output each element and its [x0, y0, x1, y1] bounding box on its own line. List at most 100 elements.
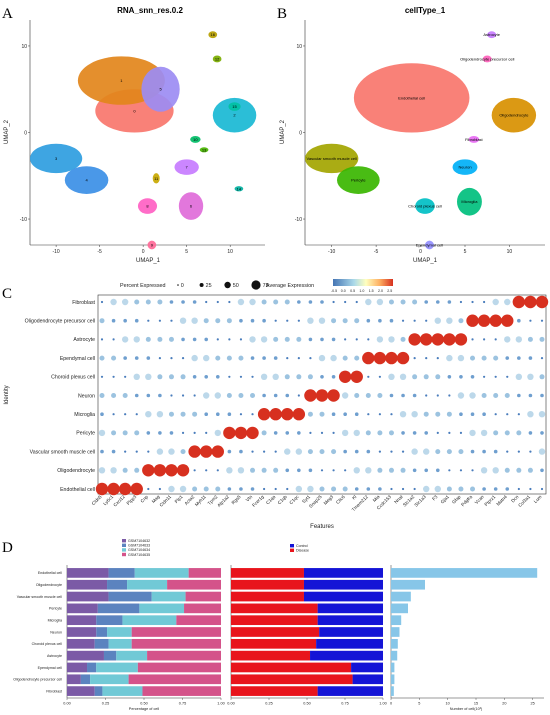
dot-neuron-atp1a2 [226, 393, 232, 398]
color-legend-tick: 1.0 [359, 289, 364, 293]
dot-fibroblast-c1qa [273, 299, 279, 305]
bar-oligodendrocyte-gsm7104635 [167, 579, 221, 590]
bar-ependymal-cell-gsm7104632 [67, 662, 88, 673]
dot-astrocyte-vcan [483, 338, 486, 341]
umap-b-xlabel: UMAP_1 [413, 258, 438, 264]
dot-oligodendrocyte-atp1a2 [226, 467, 233, 474]
bar-pericyte-gsm7104633 [97, 603, 140, 614]
bar-oligodendrocyte-control [303, 579, 383, 590]
count-bar-microglia [391, 615, 402, 626]
dot-oligodendrocyte-precursor-cell-plpp3 [134, 318, 139, 323]
cluster-label-6: 6 [190, 204, 193, 209]
dot-microglia-rgs5 [239, 413, 243, 416]
dot-fibroblast-vtn [249, 298, 256, 306]
dot-oligodendrocyte-vtn [250, 467, 256, 473]
dot-neuron-ptprz1 [493, 393, 499, 398]
dot-neuron-cldn5 [99, 393, 105, 398]
sample-stacked-bars: 0.00 0.25 0.50 0.75 1.00 [63, 565, 225, 706]
bar-ependymal-cell-gsm7104635 [137, 662, 221, 673]
dot-ependymal-cell-snap25 [318, 354, 326, 362]
dot-ependymal-cell-clic6 [342, 355, 348, 361]
dot-vascular-smooth-muscle-cell-c1qc [295, 448, 303, 455]
bar-astrocyte-gsm7104634 [116, 650, 148, 661]
cluster-label-13: 13 [202, 147, 207, 152]
cluster-label-oligodendrocyte: Oligodendrocyte [499, 113, 529, 118]
dot-astrocyte-dcn [515, 336, 523, 343]
sample-bars-xlabel: Percentage of cell [129, 707, 160, 711]
dot-neuron-slc1a2 [412, 393, 417, 398]
dot-pericyte-atp1a2 [223, 426, 236, 440]
dot-fibroblast-slc1a3 [424, 300, 429, 304]
dot-endothelial-cell-kl [354, 487, 359, 491]
dot-oligodendrocyte-ccdc153 [388, 467, 394, 473]
dot-neuron-kl [354, 393, 360, 398]
count-bar-choroid-plexus-cell [391, 638, 398, 649]
dot-oligodendrocyte-precursor-cell-lum [540, 319, 544, 322]
dot-choroid-plexus-cell-cxcl12 [124, 375, 127, 378]
dot-microglia-f3 [435, 411, 441, 417]
bar-vascular-smooth-muscle-cell-gsm7104635 [185, 591, 221, 602]
dot-choroid-plexus-cell-ccdc153 [388, 373, 395, 380]
dot-vascular-smooth-muscle-cell-ptprz1 [493, 449, 498, 454]
cluster-label-ependymal-cell: Ependymal cell [416, 243, 443, 248]
dot-oligodendrocyte-gja1 [448, 469, 451, 472]
dot-oligodendrocyte-plpp3 [134, 467, 140, 473]
dot-oligodendrocyte-kl [353, 467, 360, 474]
x-tick-label: 0 [142, 249, 145, 255]
dot-oligodendrocyte-dcn [516, 467, 522, 473]
dotplot-legends: Percent Expressed 0 25 50 75 Average Expres… [120, 279, 393, 293]
dot-vascular-smooth-muscle-cell-rgs5 [239, 449, 243, 454]
dot-oligodendrocyte-precursor-cell-tpm2 [215, 318, 221, 324]
dot-fibroblast-ccdc153 [388, 299, 394, 305]
dot-choroid-plexus-cell-myh11 [204, 375, 209, 379]
dot-choroid-plexus-cell-pdgfra [470, 375, 475, 379]
cluster-label-pericyte: Pericyte [351, 178, 366, 183]
dot-endothelial-cell-plp1 [179, 485, 187, 493]
x-tick-label: 25 [531, 702, 535, 706]
dot-ependymal-cell-ly6c1 [111, 355, 117, 361]
dot-choroid-plexus-cell-c1qa [272, 373, 279, 380]
dot-microglia-pdgfra [470, 412, 475, 417]
dot-neuron-syt1 [304, 389, 317, 402]
x-tick-label: 5 [418, 702, 420, 706]
dot-pericyte-gfap [459, 431, 463, 434]
dot-vascular-smooth-muscle-cell-matn4 [506, 450, 509, 453]
dot-ependymal-cell-plp1 [181, 357, 185, 360]
dot-astrocyte-tpm2 [216, 338, 219, 341]
feature-label-cldn11: Cldn11 [159, 494, 173, 508]
dot-neuron-cldn11 [170, 394, 173, 397]
dot-ependymal-cell-matn4 [505, 356, 510, 360]
bar-choroid-plexus-cell-disease [231, 638, 317, 649]
feature-label-cxcl12: Cxcl12 [112, 494, 126, 508]
legend-swatch-control [290, 544, 294, 548]
dot-microglia-ptprz1 [494, 413, 497, 416]
dot-fibroblast-slc1a2 [412, 299, 418, 305]
dot-vascular-smooth-muscle-cell-kl [354, 449, 359, 454]
dot-vascular-smooth-muscle-cell-gfap [458, 449, 464, 455]
feature-label-c1qa: C1qa [265, 494, 277, 506]
dot-choroid-plexus-cell-syt1 [307, 374, 313, 380]
dot-microglia-ly6c1 [112, 413, 115, 416]
dot-oligodendrocyte-precursor-cell-pdgfra [466, 314, 479, 327]
count-bar-ependymal-cell [391, 662, 395, 673]
dot-microglia-lum [538, 411, 546, 418]
dot-choroid-plexus-cell-kl [350, 370, 363, 383]
dot-choroid-plexus-cell-lum [539, 374, 545, 380]
bar-endothelial-cell-gsm7104634 [134, 568, 189, 578]
x-tick-label: 1.00 [379, 702, 386, 706]
dot-vascular-smooth-muscle-cell-gja1 [446, 449, 452, 455]
dot-ependymal-cell-lum [540, 357, 544, 360]
x-tick-label: -10 [52, 249, 59, 255]
dot-fibroblast-lum [535, 295, 549, 309]
color-legend-tick: 2.5 [387, 289, 392, 293]
dot-oligodendrocyte-slc1a2 [412, 468, 417, 473]
bar-microglia-gsm7104635 [176, 615, 221, 626]
bar-vascular-smooth-muscle-cell-gsm7104634 [151, 591, 186, 602]
dot-astrocyte-lum [539, 336, 545, 342]
dot-pericyte-cnp [146, 431, 151, 435]
y-tick-label: 0 [24, 130, 27, 136]
dot-microglia-mag [156, 411, 164, 418]
cell-type-label-oligodendrocyte: Oligodendrocyte [36, 583, 62, 587]
x-tick-label: -5 [97, 249, 102, 255]
dot-vascular-smooth-muscle-cell-snap25 [319, 449, 325, 455]
